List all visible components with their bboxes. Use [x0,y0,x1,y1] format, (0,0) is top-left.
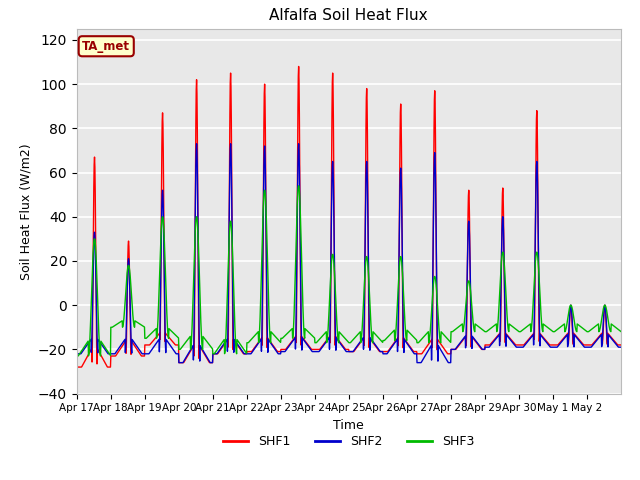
SHF2 [335,339,343,345]
Y-axis label: Soil Heat Flux (W/m2): Soil Heat Flux (W/m2) [19,143,33,279]
SHF2 [611,339,618,345]
SHF2 [617,344,625,350]
Line: SHF1: SHF1 [77,66,621,367]
X-axis label: Time: Time [333,419,364,432]
Text: TA_met: TA_met [82,40,131,53]
SHF1 [324,335,332,341]
SHF2 [557,339,565,345]
SHF3 [610,324,618,329]
SHF2 [325,336,333,341]
Legend: SHF1, SHF2, SHF3: SHF1, SHF2, SHF3 [218,430,480,453]
SHF3 [557,324,564,330]
SHF1 [477,346,485,352]
SHF3 [324,321,332,326]
SHF1 [557,338,564,344]
SHF3 [158,217,166,223]
Line: SHF3: SHF3 [77,186,621,356]
SHF3 [617,328,625,334]
SHF2 [158,203,166,209]
Line: SHF2: SHF2 [77,144,621,363]
SHF1 [158,144,166,150]
SHF3 [73,353,81,359]
SHF3 [477,326,485,332]
Title: Alfalfa Soil Heat Flux: Alfalfa Soil Heat Flux [269,9,428,24]
SHF2 [477,346,485,351]
SHF1 [335,337,342,343]
SHF3 [295,183,303,189]
SHF2 [73,351,81,357]
SHF1 [610,338,618,344]
SHF1 [295,63,303,69]
SHF3 [335,340,342,346]
SHF2 [175,360,182,366]
SHF1 [617,342,625,348]
SHF2 [295,141,303,147]
SHF1 [73,364,81,370]
